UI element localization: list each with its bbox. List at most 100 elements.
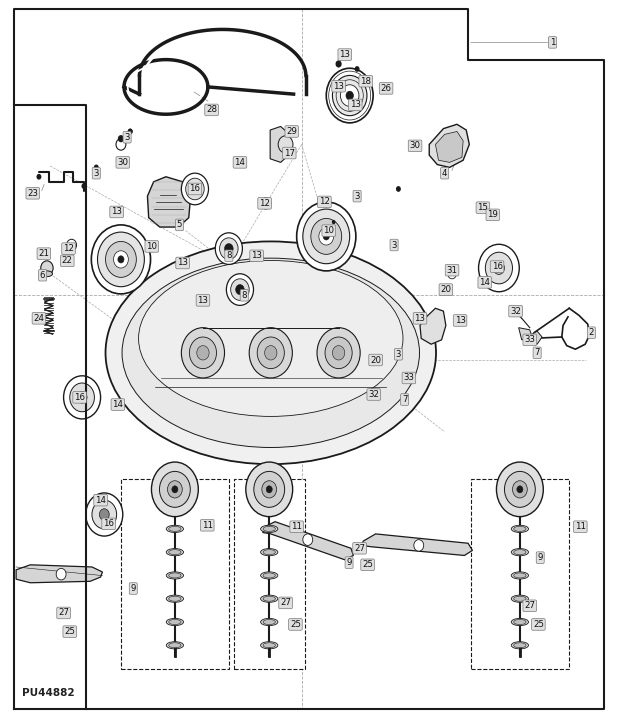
- Circle shape: [99, 509, 109, 521]
- Circle shape: [181, 328, 224, 378]
- Text: 9: 9: [347, 558, 352, 567]
- Ellipse shape: [263, 643, 276, 648]
- Ellipse shape: [511, 618, 528, 626]
- Text: 26: 26: [381, 84, 392, 93]
- Polygon shape: [16, 564, 103, 582]
- Ellipse shape: [122, 258, 420, 448]
- Text: 13: 13: [350, 100, 361, 109]
- Polygon shape: [430, 125, 469, 168]
- Text: 6: 6: [40, 271, 45, 279]
- Circle shape: [36, 174, 41, 179]
- Circle shape: [246, 462, 293, 517]
- Circle shape: [128, 129, 133, 135]
- Ellipse shape: [166, 572, 184, 579]
- Text: 12: 12: [63, 244, 74, 253]
- Circle shape: [324, 199, 328, 204]
- Ellipse shape: [514, 573, 526, 578]
- Ellipse shape: [263, 619, 276, 624]
- Text: 27: 27: [524, 601, 535, 611]
- Circle shape: [41, 249, 49, 258]
- Text: 3: 3: [93, 168, 99, 178]
- Circle shape: [329, 217, 338, 227]
- Circle shape: [355, 66, 360, 72]
- Text: 16: 16: [103, 519, 114, 528]
- Ellipse shape: [261, 526, 278, 533]
- Circle shape: [235, 284, 244, 294]
- Ellipse shape: [261, 549, 278, 556]
- Circle shape: [317, 328, 360, 378]
- Text: 3: 3: [354, 192, 360, 201]
- Polygon shape: [148, 176, 190, 227]
- Text: 3: 3: [396, 350, 401, 359]
- Text: 14: 14: [95, 495, 106, 505]
- Circle shape: [67, 239, 77, 251]
- Ellipse shape: [263, 596, 276, 601]
- Ellipse shape: [514, 526, 526, 531]
- Text: 32: 32: [368, 390, 379, 399]
- Text: 5: 5: [177, 220, 182, 230]
- Text: 27: 27: [58, 608, 69, 618]
- Text: 33: 33: [404, 374, 415, 382]
- Circle shape: [512, 481, 527, 498]
- Text: 32: 32: [510, 307, 521, 315]
- Circle shape: [303, 534, 313, 546]
- Ellipse shape: [166, 595, 184, 603]
- Polygon shape: [420, 308, 446, 344]
- Text: 28: 28: [206, 105, 217, 114]
- Polygon shape: [519, 328, 532, 340]
- Circle shape: [332, 346, 345, 360]
- Circle shape: [483, 280, 486, 284]
- Circle shape: [254, 253, 259, 258]
- Circle shape: [449, 267, 454, 273]
- Text: 20: 20: [370, 356, 381, 364]
- Text: 13: 13: [415, 314, 425, 323]
- Circle shape: [396, 351, 401, 357]
- Circle shape: [355, 193, 360, 199]
- Circle shape: [257, 337, 284, 369]
- Text: 13: 13: [455, 316, 465, 325]
- Polygon shape: [530, 331, 542, 344]
- Ellipse shape: [261, 618, 278, 626]
- Circle shape: [92, 500, 117, 529]
- Ellipse shape: [263, 549, 276, 554]
- Text: 27: 27: [354, 544, 365, 553]
- Text: 13: 13: [197, 296, 208, 305]
- Circle shape: [64, 376, 101, 419]
- Ellipse shape: [511, 595, 528, 603]
- Bar: [470, 479, 569, 669]
- Text: 9: 9: [538, 553, 543, 562]
- Circle shape: [167, 481, 182, 498]
- Circle shape: [323, 233, 329, 240]
- Circle shape: [266, 486, 273, 493]
- Text: 21: 21: [38, 249, 49, 258]
- Ellipse shape: [166, 642, 184, 649]
- Ellipse shape: [166, 526, 184, 533]
- Circle shape: [493, 261, 504, 274]
- Ellipse shape: [511, 549, 528, 556]
- Circle shape: [341, 85, 359, 107]
- Text: 3: 3: [391, 240, 397, 250]
- Circle shape: [114, 251, 129, 268]
- Circle shape: [460, 318, 464, 323]
- Circle shape: [416, 313, 425, 323]
- Ellipse shape: [261, 572, 278, 579]
- Text: 18: 18: [360, 76, 371, 86]
- Circle shape: [172, 486, 178, 493]
- Text: 24: 24: [33, 314, 44, 323]
- Ellipse shape: [169, 596, 181, 601]
- Text: 13: 13: [251, 251, 262, 261]
- Ellipse shape: [514, 549, 526, 554]
- Circle shape: [311, 218, 342, 254]
- Circle shape: [118, 256, 124, 263]
- Ellipse shape: [166, 618, 184, 626]
- Circle shape: [224, 243, 233, 253]
- Circle shape: [504, 472, 535, 508]
- Circle shape: [346, 91, 353, 100]
- Circle shape: [200, 297, 205, 303]
- Text: 12: 12: [259, 199, 270, 208]
- Text: 11: 11: [291, 522, 302, 531]
- Text: 22: 22: [62, 256, 73, 266]
- Text: 25: 25: [64, 627, 75, 636]
- Circle shape: [332, 76, 367, 116]
- Text: 27: 27: [280, 598, 291, 608]
